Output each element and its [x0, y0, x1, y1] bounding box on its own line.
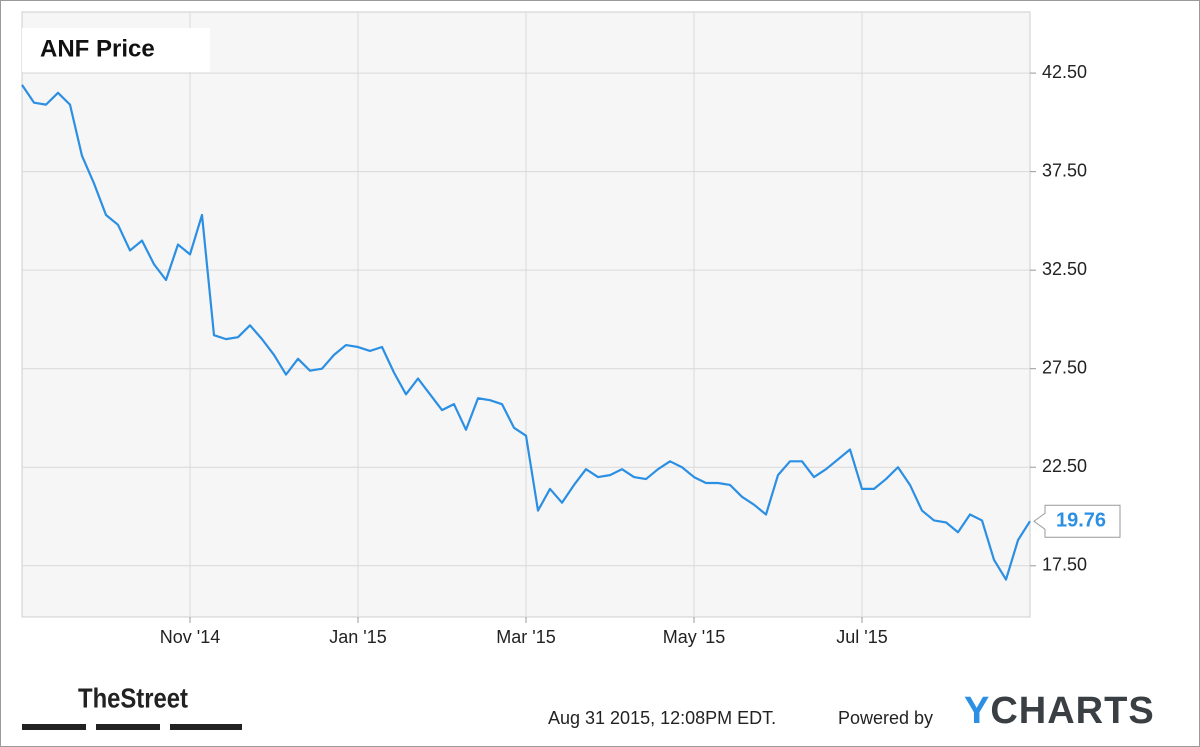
price-line: [21, 84, 1031, 581]
x-tick-label: Jul '15: [836, 627, 887, 647]
x-tick-label: Nov '14: [160, 627, 220, 647]
series: [21, 84, 1031, 581]
powered-by: Powered by: [838, 708, 933, 728]
grid: [22, 12, 1030, 617]
logo-bar: [96, 724, 160, 730]
y-tick-label: 27.50: [1042, 357, 1087, 377]
y-tick-label: 17.50: [1042, 555, 1087, 575]
timestamp: Aug 31 2015, 12:08PM EDT.: [548, 708, 776, 728]
logo-bar: [22, 724, 86, 730]
chart-title: ANF Price: [40, 35, 155, 62]
y-tick-label: 22.50: [1042, 456, 1087, 476]
logo-bar: [170, 724, 242, 730]
x-tick-label: Jan '15: [329, 627, 386, 647]
brand: YCHARTS: [964, 690, 1155, 732]
y-tick-label: 37.50: [1042, 160, 1087, 180]
title-box: [22, 28, 210, 72]
last-value-label: 19.76: [1056, 510, 1106, 532]
y-tick-label: 32.50: [1042, 259, 1087, 279]
last-value-callout: [1033, 504, 1121, 538]
y-tick-label: 42.50: [1042, 62, 1087, 82]
logo: TheStreet: [78, 682, 188, 713]
x-tick-label: May '15: [663, 627, 725, 647]
x-tick-label: Mar '15: [496, 627, 555, 647]
